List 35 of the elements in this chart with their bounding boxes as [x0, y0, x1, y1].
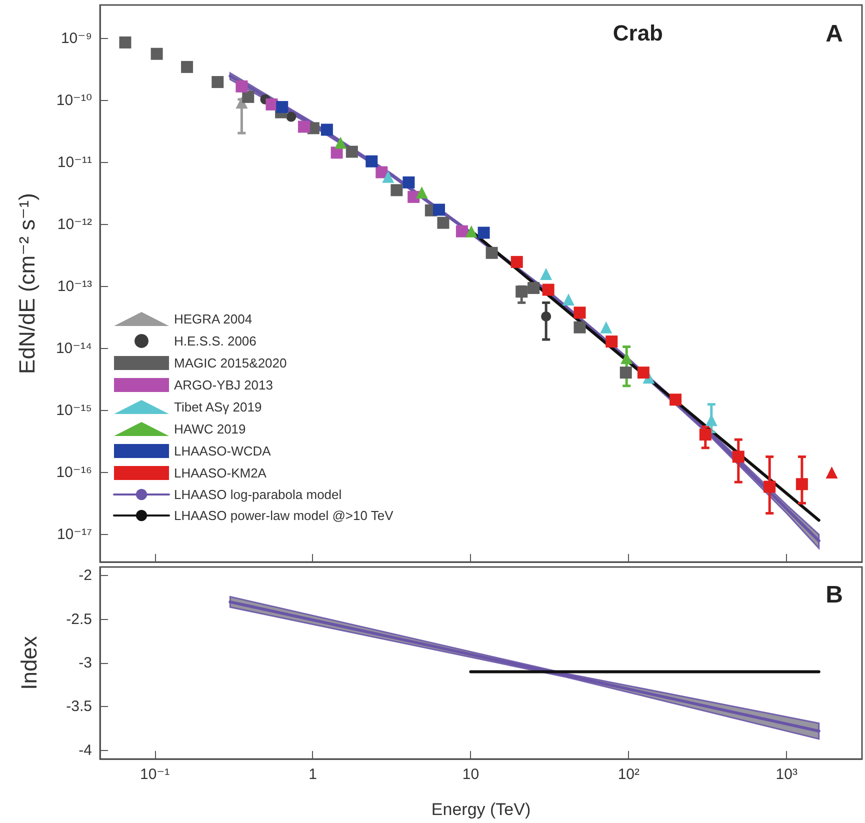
y-tick-label: 10⁻⁹	[60, 30, 92, 48]
y-tick-label: 10⁻¹³	[57, 278, 92, 296]
y-tick-label: -2.5	[66, 610, 92, 628]
y-tick-label: -3	[78, 654, 92, 672]
y-axis-title: Index	[16, 636, 42, 690]
y-tick-label: -3.5	[66, 698, 92, 716]
y-tick-label: -2	[78, 567, 92, 584]
legend-label: LHAASO power-law model @>10 TeV	[174, 508, 394, 523]
annotation: A	[826, 20, 844, 48]
x-tick-label: 1	[308, 766, 317, 783]
legend-label: LHAASO-WCDA	[174, 444, 272, 458]
x-tick-label: 10	[462, 766, 480, 783]
y-tick-label: 10⁻¹⁰	[56, 92, 92, 110]
y-tick-label: 10⁻¹²	[57, 216, 92, 234]
y-tick-label: 10⁻¹⁴	[56, 340, 92, 358]
y-axis-title: EdN/dE (cm⁻² s⁻¹)	[14, 193, 40, 374]
legend-label: Tibet ASγ 2019	[174, 400, 262, 414]
x-tick-label: 10⁻¹	[140, 766, 170, 783]
legend-label: ARGO-YBJ 2013	[174, 378, 273, 392]
annotation: B	[826, 582, 844, 608]
x-tick-label: 10²	[618, 766, 640, 783]
legend-label: LHAASO log-parabola model	[174, 487, 342, 502]
legend-label: HAWC 2019	[174, 422, 246, 436]
y-tick-label: -4	[78, 742, 92, 759]
x-tick-label: 10³	[776, 766, 798, 783]
legend-label: HEGRA 2004	[174, 312, 252, 326]
legend-label: MAGIC 2015&2020	[174, 356, 287, 370]
legend-label: LHAASO-KM2A	[174, 466, 267, 480]
legend-label: H.E.S.S. 2006	[174, 334, 256, 348]
y-tick-label: 10⁻¹¹	[57, 154, 92, 172]
y-tick-label: 10⁻¹⁵	[56, 402, 92, 420]
x-axis-title: Energy (TeV)	[431, 800, 531, 819]
y-tick-label: 10⁻¹⁷	[56, 526, 92, 544]
annotation: Crab	[612, 20, 663, 46]
y-tick-label: 10⁻¹⁶	[56, 464, 92, 482]
